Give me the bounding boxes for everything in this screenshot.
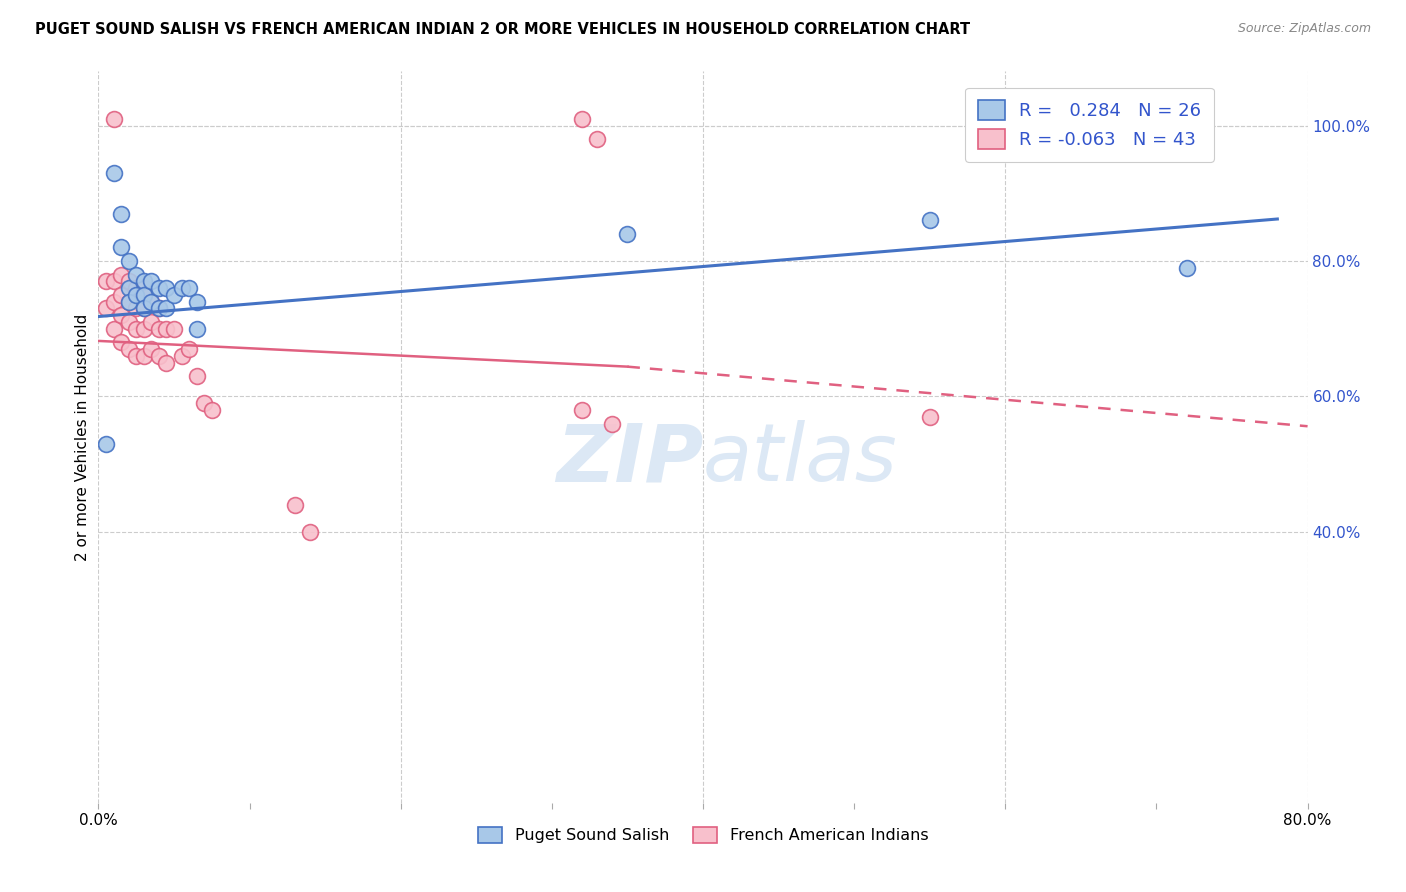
Point: [299, 524, 322, 539]
Point: [132, 281, 155, 295]
Point: [132, 349, 155, 363]
Point: [155, 322, 177, 336]
Point: [94, 301, 117, 316]
Point: [148, 301, 170, 316]
Point: [918, 409, 941, 424]
Point: [201, 403, 224, 417]
Point: [118, 254, 141, 268]
Point: [141, 294, 163, 309]
Point: [118, 281, 141, 295]
Point: [125, 301, 148, 316]
Point: [602, 417, 624, 431]
Point: [103, 274, 125, 288]
Point: [132, 301, 155, 316]
Legend: Puget Sound Salish, French American Indians: Puget Sound Salish, French American Indi…: [471, 821, 935, 850]
Point: [125, 322, 148, 336]
Point: [148, 322, 170, 336]
Point: [186, 369, 208, 384]
Point: [110, 206, 132, 220]
Point: [103, 112, 125, 126]
Point: [125, 268, 148, 282]
Point: [616, 227, 638, 241]
Point: [125, 288, 148, 302]
Point: [110, 268, 132, 282]
Point: [571, 112, 593, 126]
Point: [148, 349, 170, 363]
Point: [94, 437, 117, 451]
Point: [170, 281, 193, 295]
Point: [118, 294, 141, 309]
Point: [186, 322, 208, 336]
Point: [141, 342, 163, 356]
Text: atlas: atlas: [703, 420, 898, 498]
Point: [132, 322, 155, 336]
Point: [571, 403, 593, 417]
Point: [148, 301, 170, 316]
Text: ZIP: ZIP: [555, 420, 703, 498]
Point: [155, 355, 177, 369]
Point: [586, 132, 609, 146]
Point: [125, 281, 148, 295]
Point: [118, 294, 141, 309]
Point: [163, 288, 186, 302]
Point: [141, 274, 163, 288]
Y-axis label: 2 or more Vehicles in Household: 2 or more Vehicles in Household: [75, 313, 90, 561]
Point: [170, 349, 193, 363]
Point: [132, 301, 155, 316]
Point: [103, 166, 125, 180]
Point: [103, 322, 125, 336]
Point: [110, 240, 132, 254]
Point: [163, 322, 186, 336]
Point: [148, 281, 170, 295]
Point: [110, 288, 132, 302]
Point: [110, 308, 132, 322]
Point: [110, 335, 132, 350]
Point: [103, 294, 125, 309]
Point: [155, 281, 177, 295]
Point: [141, 315, 163, 329]
Point: [284, 498, 307, 512]
Point: [94, 274, 117, 288]
Point: [118, 274, 141, 288]
Point: [179, 342, 201, 356]
Point: [118, 315, 141, 329]
Point: [186, 294, 208, 309]
Point: [141, 294, 163, 309]
Text: Source: ZipAtlas.com: Source: ZipAtlas.com: [1237, 22, 1371, 36]
Point: [125, 349, 148, 363]
Point: [155, 301, 177, 316]
Point: [1175, 260, 1198, 275]
Point: [132, 274, 155, 288]
Text: PUGET SOUND SALISH VS FRENCH AMERICAN INDIAN 2 OR MORE VEHICLES IN HOUSEHOLD COR: PUGET SOUND SALISH VS FRENCH AMERICAN IN…: [35, 22, 970, 37]
Point: [118, 342, 141, 356]
Point: [918, 213, 941, 227]
Point: [179, 281, 201, 295]
Point: [193, 396, 215, 410]
Point: [132, 288, 155, 302]
